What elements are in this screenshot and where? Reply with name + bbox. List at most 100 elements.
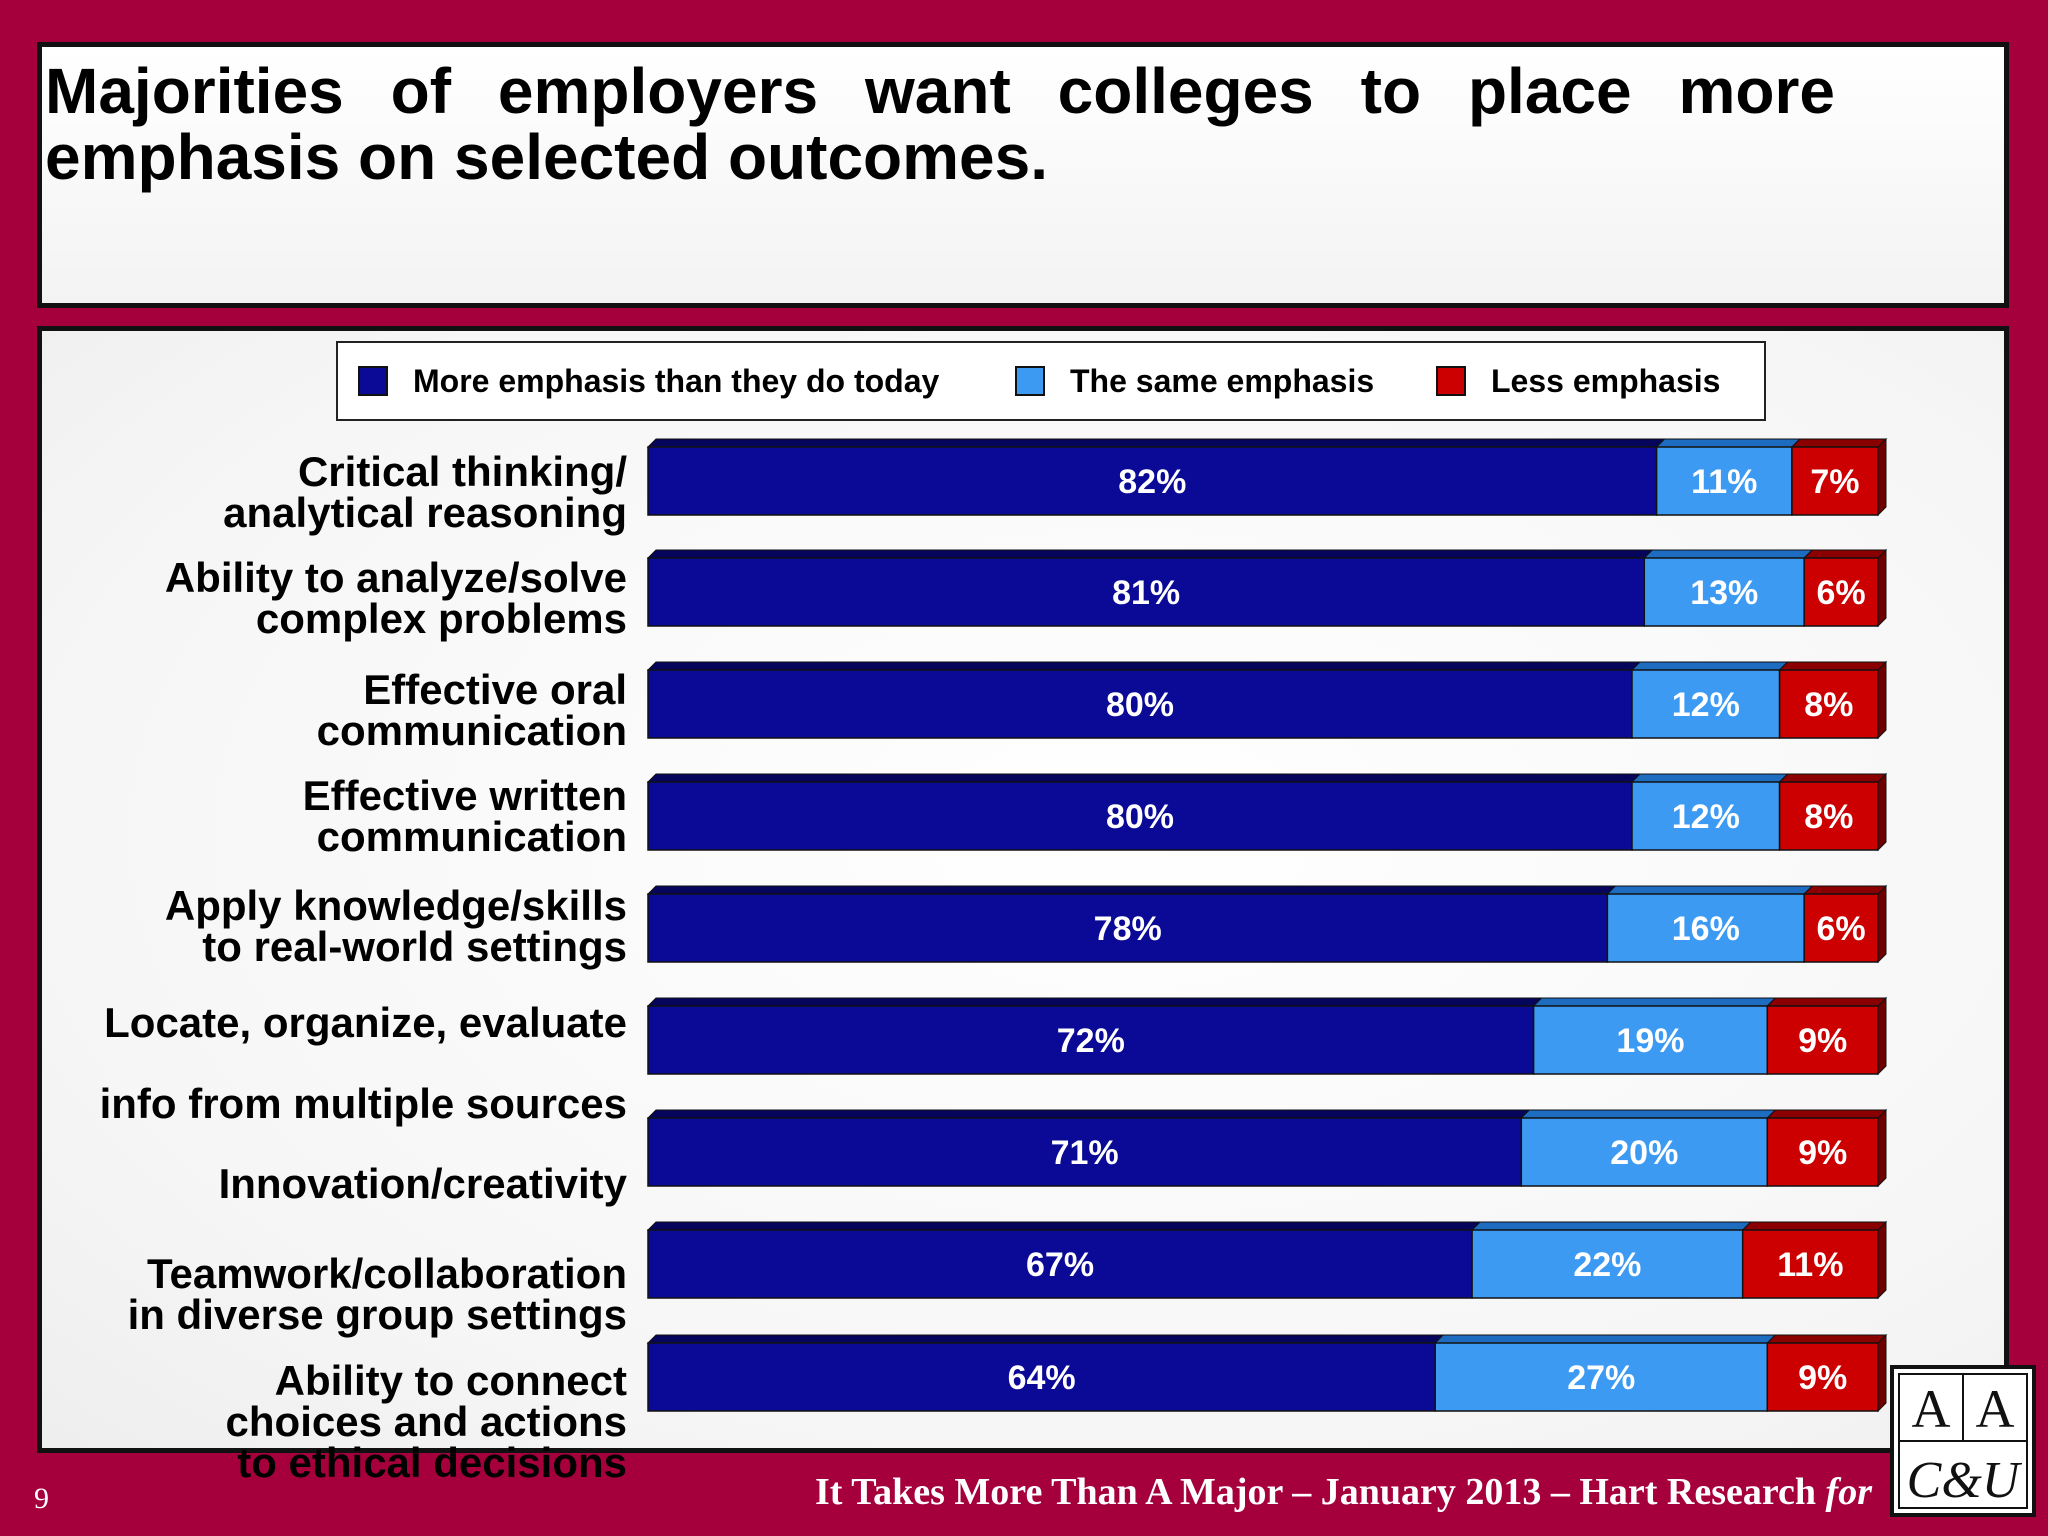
bar-segment-more [647, 446, 1658, 516]
bar-side-face [1877, 1220, 1887, 1300]
legend-item-less: Less emphasis [1436, 343, 1720, 419]
category-label: Critical thinking/analytical reasoning [223, 448, 627, 534]
bar-top-face [1802, 885, 1888, 895]
legend-swatch-less [1436, 366, 1466, 396]
bar-segment-same [1643, 557, 1805, 627]
bar-top-face [1655, 438, 1802, 448]
bar-segment-less [1803, 557, 1879, 627]
legend-swatch-more [358, 366, 388, 396]
category-label-line: Innovation/creativity [218, 1160, 627, 1207]
bar-value-label: 8% [1804, 798, 1853, 836]
bar-segment-less [1766, 1117, 1879, 1187]
svg-text:A: A [1912, 1379, 1951, 1439]
bar-top-face [1766, 1109, 1888, 1119]
legend-label-less: Less emphasis [1491, 362, 1721, 399]
bar-segment-less [1766, 1005, 1879, 1075]
category-label: Ability to analyze/solve complex problems [164, 554, 627, 642]
bar-segment-more [647, 1342, 1436, 1412]
legend-item-same: The same emphasis [1015, 343, 1374, 419]
bar-value-label: 11% [1777, 1246, 1843, 1284]
legend-item-more: More emphasis than they do today [358, 343, 939, 419]
category-label-line: Ability to analyze/solve [164, 554, 627, 601]
category-label-line: to real-world settings [202, 923, 627, 970]
bar-side-face [1877, 772, 1887, 852]
bar-segment-less [1803, 893, 1879, 963]
category-label-line: Locate, organize, evaluate [104, 999, 627, 1046]
bar-side-face [1877, 996, 1887, 1076]
legend-swatch-same [1015, 366, 1045, 396]
bar-value-label: 9% [1798, 1359, 1847, 1397]
svg-text:C&U: C&U [1907, 1452, 2023, 1509]
category-label-line: communication [316, 707, 627, 754]
bar-top-face [646, 997, 1543, 1007]
bar-value-label: 72% [1057, 1022, 1125, 1060]
legend-label-same: The same emphasis [1070, 362, 1375, 399]
bar-segment-more [647, 1005, 1535, 1075]
bar-value-label: 80% [1106, 798, 1174, 836]
footer-citation-for: for [1825, 1471, 1872, 1513]
category-label-line: Apply knowledge/skills [164, 882, 627, 929]
bar-top-face [1433, 1334, 1777, 1344]
bar-side-face [1877, 660, 1887, 740]
bar-top-face [1630, 773, 1789, 783]
legend-label-more: More emphasis than they do today [413, 362, 940, 399]
category-label-line: to ethical decisions [237, 1439, 627, 1486]
bar-top-face [646, 773, 1642, 783]
bar-top-face [646, 1109, 1531, 1119]
title-panel [37, 42, 2009, 308]
category-label-line: Effective oral [363, 666, 627, 713]
bar-segment-less [1741, 1229, 1879, 1299]
bar-top-face [1520, 1109, 1777, 1119]
bar-segment-more [647, 781, 1633, 851]
bar-segment-same [1532, 1005, 1769, 1075]
category-label: Effective written communication [303, 775, 627, 860]
bar-value-label: 71% [1051, 1134, 1119, 1172]
bar-side-face [1877, 437, 1887, 517]
category-label-line: communication [316, 813, 627, 860]
bar-value-label: 19% [1616, 1022, 1684, 1060]
bar-value-label: 16% [1672, 910, 1740, 948]
bar-value-label: 12% [1672, 686, 1740, 724]
bar-top-face [1470, 1221, 1752, 1231]
bar-value-label: 6% [1817, 910, 1866, 948]
bar-top-face [646, 661, 1642, 671]
bar-segment-less [1778, 669, 1879, 739]
category-label-line: complex problems [255, 595, 627, 642]
chart-legend: More emphasis than they do today The sam… [336, 341, 1766, 421]
bar-top-face [1766, 1334, 1888, 1344]
bar-segment-same [1434, 1342, 1769, 1412]
category-label-line: info from multiple sources [99, 1080, 627, 1127]
bar-top-face [1532, 997, 1777, 1007]
bar-side-face [1877, 884, 1887, 964]
bar-segment-same [1520, 1117, 1769, 1187]
bar-segment-more [647, 1117, 1523, 1187]
bar-segment-more [647, 669, 1633, 739]
bar-value-label: 82% [1118, 463, 1186, 501]
bar-value-label: 9% [1798, 1134, 1847, 1172]
category-label-line: Ability to connect [274, 1357, 627, 1404]
aacu-logo: A A C&U [1890, 1365, 2036, 1517]
bar-top-face [646, 549, 1654, 559]
bar-value-label: 78% [1094, 910, 1162, 948]
category-label: Ability to connect choices and actions to … [225, 1357, 627, 1486]
category-label-line: choices and actions [225, 1398, 627, 1445]
bar-value-label: 12% [1672, 798, 1740, 836]
category-label-line: Critical thinking/ [297, 448, 627, 495]
bar-value-label: 22% [1573, 1246, 1641, 1284]
bar-value-label: 64% [1008, 1359, 1076, 1397]
bar-top-face [646, 438, 1666, 448]
bar-top-face [646, 1221, 1482, 1231]
bar-top-face [1643, 549, 1814, 559]
category-label: Effective oral communication [316, 666, 627, 754]
footer-citation: It Takes More Than A Major – January 201… [815, 1470, 1872, 1514]
category-label: Innovation/creativity [218, 1160, 627, 1207]
bar-top-face [1802, 549, 1888, 559]
bar-value-label: 9% [1798, 1022, 1847, 1060]
category-label-line: in diverse group settings [127, 1291, 627, 1338]
bar-segment-more [647, 557, 1646, 627]
bar-top-face [1741, 1221, 1888, 1231]
bar-value-label: 80% [1106, 686, 1174, 724]
bar-value-label: 13% [1690, 574, 1758, 612]
bar-top-face [1778, 773, 1888, 783]
